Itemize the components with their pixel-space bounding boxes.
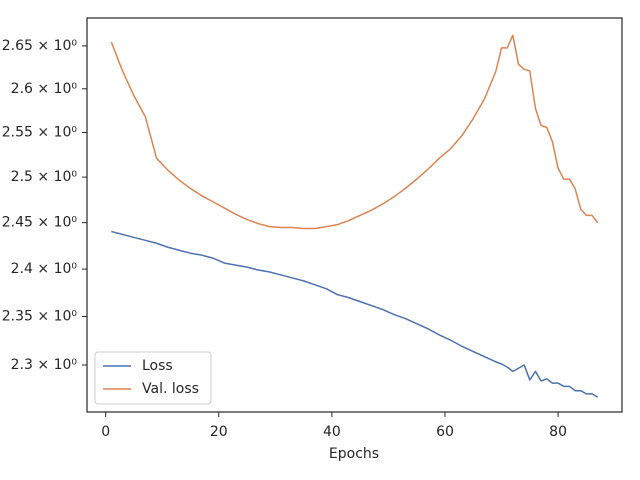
y-tick-label: 2.5 × 10⁰ [11,169,78,185]
x-tick-label: 40 [323,424,341,440]
x-tick-label: 0 [101,424,110,440]
plot-frame [86,17,623,413]
legend-label: Loss [142,358,173,374]
x-axis-label: Epochs [329,446,379,462]
y-tick-label: 2.35 × 10⁰ [2,309,78,325]
legend-box [94,351,212,405]
y-tick-label: 2.4 × 10⁰ [11,261,78,277]
x-tick-label: 20 [210,424,228,440]
y-tick-label: 2.55 × 10⁰ [2,125,78,141]
y-tick-label: 2.45 × 10⁰ [2,215,78,231]
series-line [110,34,599,230]
y-tick-label: 2.6 × 10⁰ [11,81,78,97]
x-tick-label: 60 [436,424,454,440]
y-tick-label: 2.3 × 10⁰ [11,357,78,373]
x-tick-label: 80 [549,424,567,440]
y-tick-label: 2.65 × 10⁰ [2,38,78,54]
legend-label: Val. loss [142,381,199,397]
series-line [111,230,599,398]
legend: Loss Val. loss [94,351,212,405]
